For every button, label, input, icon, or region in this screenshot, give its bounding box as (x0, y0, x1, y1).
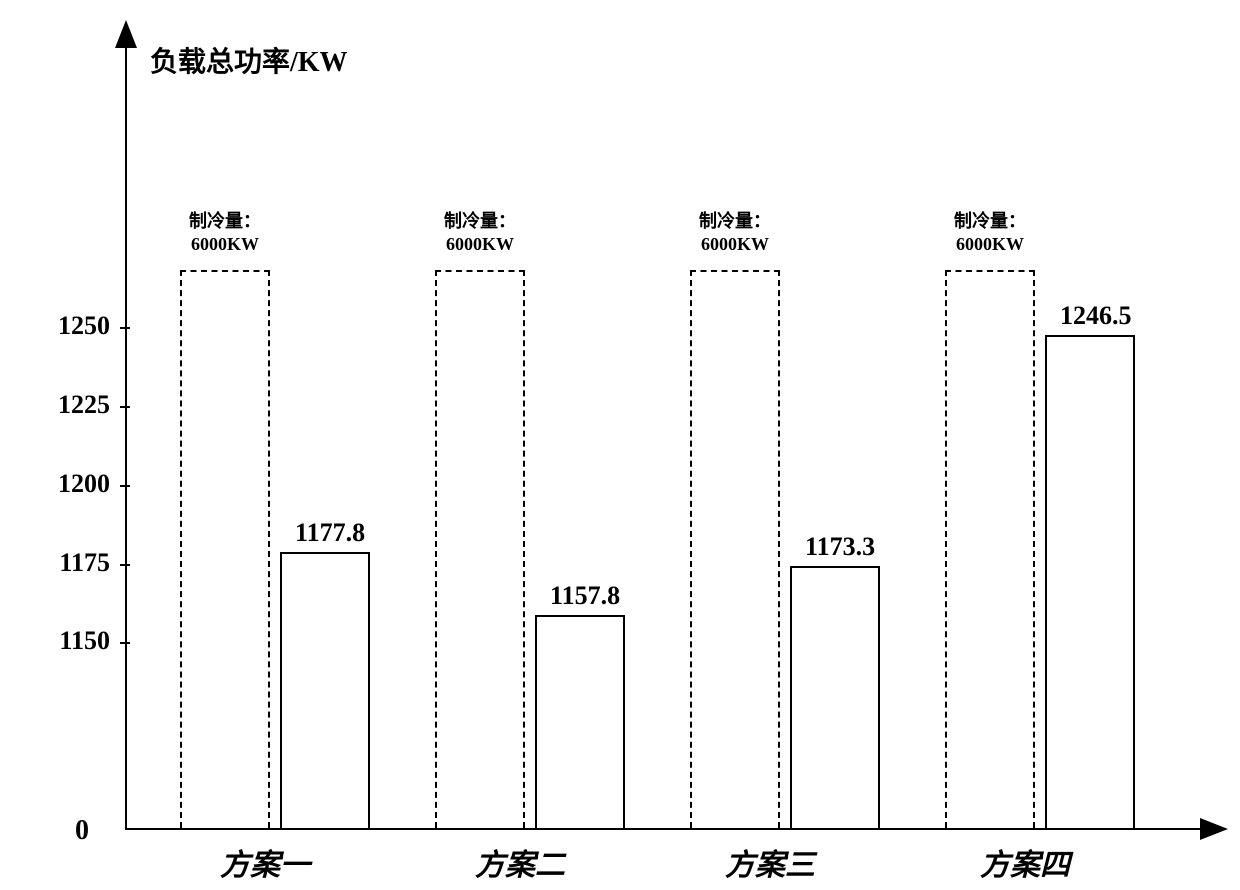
value-bar (1045, 335, 1135, 828)
y-tick (120, 485, 130, 487)
y-tick-label: 1250 (20, 311, 110, 341)
cooling-label: 制冷量： 6000KW (675, 210, 795, 257)
bar-value-label: 1177.8 (295, 518, 365, 548)
cooling-label-line2: 6000KW (956, 234, 1024, 254)
bar-value-label: 1173.3 (805, 532, 875, 562)
cooling-label: 制冷量： 6000KW (420, 210, 540, 257)
cooling-label-line1: 制冷量： (189, 211, 261, 231)
cooling-label: 制冷量： 6000KW (165, 210, 285, 257)
cooling-label-line2: 6000KW (701, 234, 769, 254)
reference-bar (435, 270, 525, 828)
zero-label: 0 (75, 815, 89, 847)
y-tick (120, 642, 130, 644)
cooling-label-line2: 6000KW (191, 234, 259, 254)
cooling-label: 制冷量： 6000KW (930, 210, 1050, 257)
value-bar (790, 566, 880, 828)
reference-bar (180, 270, 270, 828)
category-label: 方案一 (220, 840, 370, 884)
category-label: 方案四 (980, 840, 1130, 884)
y-tick-label: 1225 (20, 390, 110, 420)
y-axis-arrow-icon (115, 20, 137, 48)
value-bar (535, 615, 625, 828)
cooling-label-line1: 制冷量： (954, 211, 1026, 231)
y-tick (120, 564, 130, 566)
cooling-label-line1: 制冷量： (444, 211, 516, 231)
category-label: 方案二 (475, 840, 625, 884)
bar-value-label: 1157.8 (550, 581, 620, 611)
y-axis-line (125, 30, 127, 830)
y-tick (120, 327, 130, 329)
y-tick (120, 406, 130, 408)
reference-bar (945, 270, 1035, 828)
value-bar (280, 552, 370, 828)
y-tick-label: 1150 (20, 626, 110, 656)
cooling-label-line2: 6000KW (446, 234, 514, 254)
bar-value-label: 1246.5 (1060, 301, 1132, 331)
reference-bar (690, 270, 780, 828)
x-axis-line (125, 828, 1210, 830)
cooling-label-line1: 制冷量： (699, 211, 771, 231)
y-axis-title: 负载总功率/KW (150, 40, 348, 80)
y-tick-label: 1175 (20, 548, 110, 578)
x-axis-arrow-icon (1200, 818, 1228, 840)
y-tick-label: 1200 (20, 469, 110, 499)
chart-container: 负载总功率/KW 0 1150 1175 1200 1225 1250 方案一 … (0, 0, 1240, 890)
category-label: 方案三 (725, 840, 875, 884)
